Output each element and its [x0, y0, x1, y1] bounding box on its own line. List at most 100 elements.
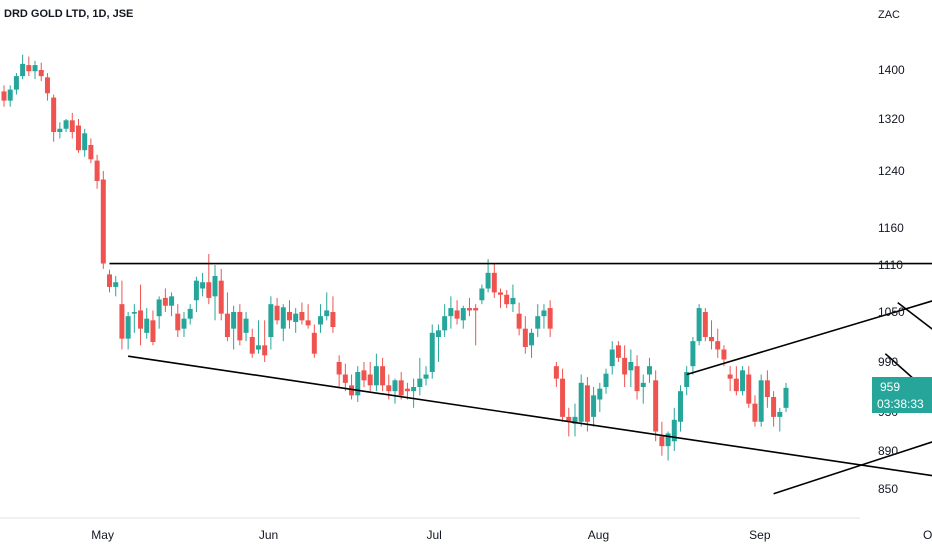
candle [286, 300, 292, 329]
candle-body [175, 313, 181, 331]
candle-body [349, 385, 355, 396]
candle-body [466, 308, 472, 311]
price-axis[interactable]: 140013201240116011101050990930890850 [878, 63, 905, 496]
falling-channel-lower[interactable] [884, 353, 932, 453]
candle-body [187, 308, 193, 319]
candle-body [224, 313, 230, 337]
candle-body [702, 312, 708, 337]
candle [218, 268, 224, 321]
candle [777, 407, 783, 432]
candle-body [342, 374, 348, 383]
currency-label: ZAC [878, 9, 900, 21]
candle-body [659, 436, 665, 447]
candle [522, 316, 528, 354]
candle-body [386, 385, 392, 392]
candle-body [162, 297, 168, 306]
candle-body [442, 316, 448, 331]
candle-body [628, 362, 634, 371]
candle-body [677, 391, 683, 422]
candle [75, 119, 81, 153]
candle-body [429, 332, 435, 372]
time-tick-label: May [91, 528, 114, 542]
candle [584, 377, 590, 432]
candle-body [653, 380, 659, 432]
candle [727, 366, 733, 392]
candle-body [498, 292, 504, 295]
lower-wedge-line[interactable] [128, 355, 932, 487]
candle [113, 275, 119, 297]
candle [609, 341, 615, 375]
candle [423, 366, 429, 386]
candle-body [690, 341, 696, 367]
candle [51, 94, 57, 142]
candle-body [63, 120, 69, 129]
candle-body [547, 308, 553, 329]
candle-body [622, 357, 628, 375]
candle [392, 378, 398, 404]
candle-body [20, 63, 26, 77]
price-tick-label: 990 [878, 355, 898, 369]
candle-body [88, 145, 94, 160]
candle-body [529, 332, 535, 346]
candle [659, 421, 665, 456]
candle [330, 296, 336, 333]
candle-body [746, 374, 752, 404]
price-tick-label: 850 [878, 482, 898, 496]
candle [771, 391, 777, 427]
candle [417, 357, 423, 396]
candle-body [398, 380, 404, 396]
falling-channel-upper[interactable] [897, 301, 932, 412]
candle-body [75, 125, 81, 151]
channel-upper-line[interactable] [686, 276, 932, 376]
candle [758, 374, 764, 427]
price-tick-label: 1240 [878, 164, 905, 178]
candle [262, 320, 268, 362]
candle [764, 370, 770, 408]
candle [305, 304, 311, 329]
candle-body [255, 345, 261, 350]
time-tick-label: Jul [426, 528, 441, 542]
candle [560, 368, 566, 422]
candle [181, 312, 187, 337]
candle-body [280, 307, 286, 329]
candle [299, 302, 305, 325]
candle [144, 308, 150, 339]
candle [311, 324, 317, 358]
candle [491, 263, 497, 298]
price-tick-label: 1050 [878, 305, 905, 319]
candle-body [193, 280, 199, 301]
candle [32, 60, 38, 80]
candle [541, 304, 547, 329]
candle-body [286, 312, 292, 321]
candle-body [311, 332, 317, 354]
candle-body [783, 387, 789, 408]
last-price-value: 959 [880, 380, 900, 394]
candle [349, 374, 355, 400]
candles-layer [1, 54, 789, 461]
candle-body [634, 366, 640, 392]
candle-body [578, 382, 584, 422]
candle [411, 378, 417, 408]
trendlines-layer [109, 262, 932, 495]
candle [150, 310, 156, 346]
candle-body [572, 416, 578, 424]
candle-body [57, 128, 63, 132]
candle [94, 154, 100, 189]
candle-body [504, 294, 510, 305]
candle-body [32, 65, 38, 72]
candle-body [380, 366, 386, 386]
candle [44, 73, 50, 101]
chart-title: DRD GOLD LTD, 1D, JSE [4, 8, 134, 20]
candle [435, 324, 441, 362]
time-axis[interactable]: MayJunJulAugSepOctNov [0, 517, 932, 542]
candle [671, 407, 677, 451]
candle [690, 337, 696, 375]
candle-body [318, 316, 324, 325]
candle [398, 372, 404, 400]
candle [162, 288, 168, 312]
candle [628, 349, 634, 387]
candle [473, 304, 479, 346]
candle-body [212, 275, 218, 297]
